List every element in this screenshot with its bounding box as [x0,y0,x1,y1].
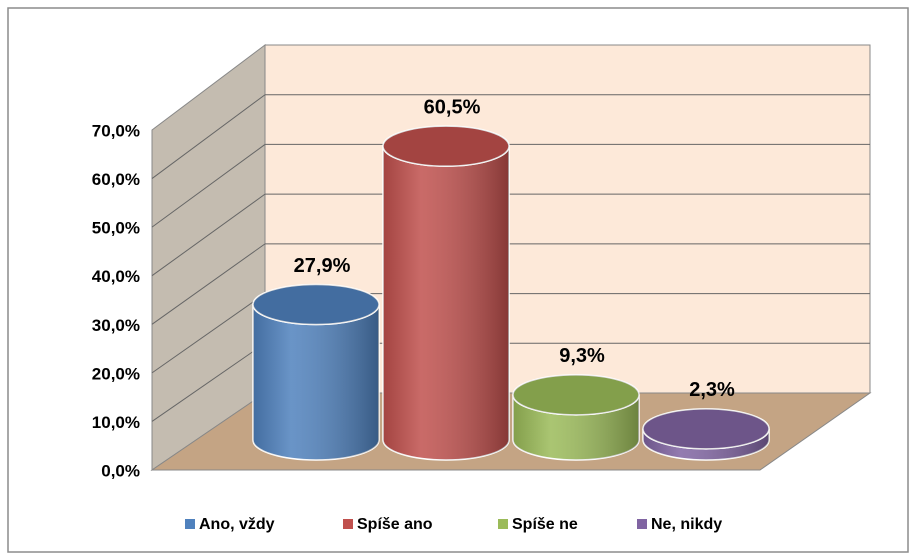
y-tick-label: 70,0% [92,121,140,140]
y-tick-label: 10,0% [92,413,140,432]
y-tick-label: 0,0% [101,461,140,480]
y-tick-label: 40,0% [92,267,140,286]
cylinder-top [382,125,510,167]
cylinder-top-shade [513,374,639,415]
legend-swatch [498,519,508,529]
legend-label: Ano, vždy [199,516,275,533]
cylinder-shading [513,394,639,460]
grid-line-side [151,293,266,374]
grid-line-side [151,243,266,325]
cylinder-top [512,374,640,416]
cylinder-shading [383,146,509,460]
grid-line-side [151,94,266,179]
cylinder-top [252,283,380,326]
cylinder-shading [643,428,769,460]
legend-swatch [637,519,647,529]
cylinder-top-shade [643,408,769,449]
y-tick-label: 20,0% [92,364,140,383]
data-label: 27,9% [294,255,351,277]
cylinder-shading [253,304,379,460]
legend-swatch [343,519,353,529]
y-tick-label: 30,0% [92,316,140,335]
legend-label: Spíše ano [357,516,433,533]
grid-line-side [151,144,266,228]
legend-label: Spíše ne [512,516,578,533]
data-label: 60,5% [424,96,481,118]
grid-line-side [151,193,266,277]
y-tick-label: 50,0% [92,219,140,238]
legend-label: Ne, nikdy [651,516,722,533]
cylinder-top [642,408,770,450]
data-label: 2,3% [689,379,735,401]
cylinder-top-shade [383,126,509,167]
data-label: 9,3% [559,345,605,367]
y-tick-label: 60,0% [92,170,140,189]
legend-swatch [185,519,195,529]
cylinder-top-shade [253,284,379,325]
grid-line-side [151,342,266,422]
